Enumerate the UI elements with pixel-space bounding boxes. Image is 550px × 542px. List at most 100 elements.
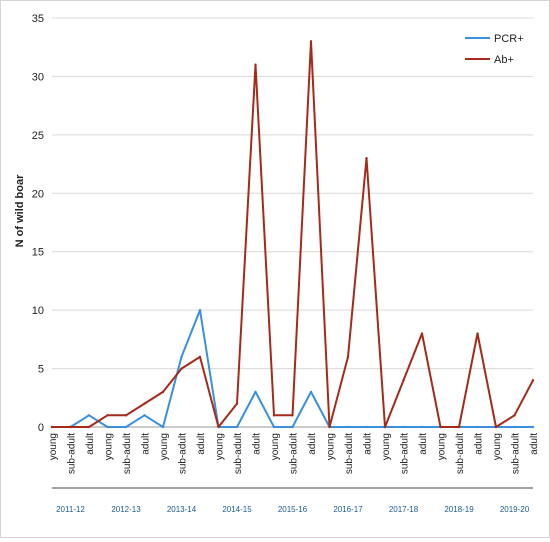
data-point (106, 425, 109, 429)
group-label: 2017-18 (389, 505, 419, 514)
data-point (513, 425, 516, 429)
y-axis-label: N of wild boar (14, 174, 26, 247)
x-tick-label: sub-adult (67, 433, 78, 474)
data-point (124, 414, 128, 417)
group-label: 2016-17 (333, 505, 363, 514)
x-tick-label: young (381, 433, 392, 460)
y-tick-label: 25 (32, 130, 44, 142)
series-lines (50, 40, 535, 429)
x-tick-label: sub-adult (122, 433, 133, 474)
data-point (235, 402, 239, 405)
group-label: 2019-20 (500, 505, 530, 514)
data-point (402, 425, 405, 429)
x-tick-label: young (270, 433, 281, 460)
data-point (198, 308, 202, 312)
data-point (494, 425, 498, 429)
data-point (457, 425, 461, 429)
y-axis: 0 5 10 15 20 25 30 35 (32, 13, 44, 434)
y-tick-label: 15 (32, 247, 44, 259)
data-point (180, 367, 183, 370)
x-tick-label: young (215, 433, 226, 460)
data-point (87, 414, 91, 417)
x-tick-label: adult (529, 433, 540, 455)
series-line-1 (52, 40, 534, 428)
group-label: 2015-16 (278, 505, 308, 514)
y-tick-label: 20 (32, 188, 44, 200)
y-tick-label: 30 (32, 71, 44, 83)
data-point (198, 355, 202, 359)
data-point (346, 425, 350, 429)
data-point (291, 425, 294, 429)
legend-label: PCR+ (494, 33, 524, 45)
x-tick-label: young (104, 433, 115, 460)
data-point (346, 355, 350, 359)
data-point (476, 332, 479, 335)
data-point (106, 414, 109, 417)
data-point (143, 402, 146, 405)
y-tick-label: 0 (38, 422, 44, 434)
data-point (420, 332, 424, 335)
x-tick-label: adult (85, 433, 96, 455)
data-point (161, 425, 165, 429)
data-point (383, 425, 387, 429)
data-point (365, 425, 368, 429)
data-point (69, 425, 72, 429)
x-tick-label: adult (252, 433, 263, 455)
x-tick-label: adult (363, 433, 374, 455)
y-tick-label: 10 (32, 305, 44, 317)
group-label: 2018-19 (444, 505, 474, 514)
x-tick-label: adult (418, 433, 429, 455)
data-point (272, 414, 276, 417)
data-point (272, 425, 276, 429)
data-point (309, 390, 313, 394)
x-tick-label: sub-adult (344, 433, 355, 474)
data-point (476, 425, 479, 429)
x-tick-label: young (48, 433, 59, 460)
y-tick-label: 35 (32, 13, 44, 25)
data-point (420, 425, 424, 429)
data-point (50, 425, 54, 429)
data-point (254, 63, 257, 66)
x-tick-label: sub-adult (233, 433, 244, 474)
x-tick-label: young (159, 433, 170, 460)
data-point (365, 157, 368, 160)
x-tick-label: sub-adult (455, 433, 466, 474)
x-tick-label: young (326, 433, 337, 460)
data-point (87, 425, 91, 429)
group-label: 2011-12 (56, 505, 85, 514)
x-tick-label: adult (196, 433, 207, 455)
x-tick-label: young (437, 433, 448, 460)
group-label: 2013-14 (167, 505, 197, 514)
legend: PCR+ Ab+ (465, 33, 524, 66)
data-point (161, 390, 165, 394)
x-tick-label: sub-adult (289, 433, 300, 474)
data-point (439, 425, 442, 429)
x-tick-label: adult (141, 433, 152, 455)
x-tick-label: sub-adult (400, 433, 411, 474)
x-tick-label: sub-adult (511, 433, 522, 474)
grid-lines (52, 17, 533, 428)
x-tick-label: young (492, 433, 503, 460)
y-tick-label: 5 (38, 364, 44, 376)
data-point (291, 414, 294, 417)
data-point (328, 425, 331, 429)
data-point (513, 414, 516, 417)
data-point (531, 425, 535, 429)
x-axis: young sub-adult adult young sub-adult adult yo… (48, 433, 540, 514)
x-tick-label: adult (307, 433, 318, 455)
data-point (143, 414, 146, 417)
x-tick-label: adult (474, 433, 485, 455)
group-label: 2012-13 (111, 505, 141, 514)
data-point (217, 425, 220, 429)
data-point (235, 425, 239, 429)
data-point (531, 379, 535, 382)
legend-label: Ab+ (494, 54, 514, 66)
group-label: 2014-15 (222, 505, 252, 514)
data-point (402, 379, 405, 382)
x-tick-label: sub-adult (178, 433, 189, 474)
data-point (309, 40, 313, 43)
data-point (180, 355, 183, 359)
data-point (254, 390, 257, 394)
